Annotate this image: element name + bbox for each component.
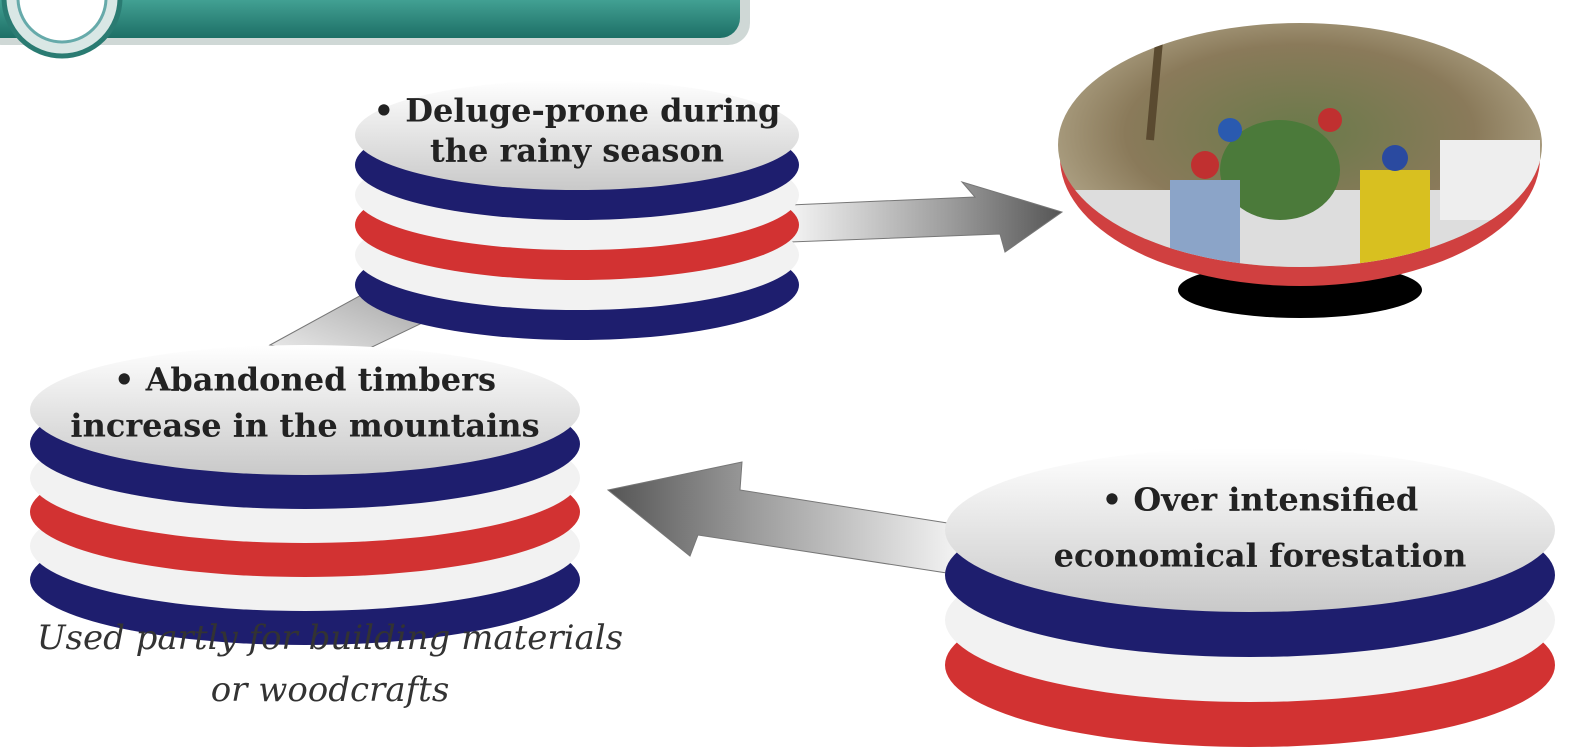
- node-label: • Abandoned timbers: [114, 361, 496, 399]
- photo: [1058, 23, 1542, 318]
- node-label: increase in the mountains: [70, 407, 539, 445]
- node-label: • Over intensified: [1102, 481, 1418, 519]
- caption: or woodcrafts: [211, 670, 450, 710]
- arrow: [608, 462, 960, 575]
- node-label: economical forestation: [1054, 537, 1467, 575]
- caption: Used partly for building materials: [37, 618, 623, 658]
- banner: [0, 0, 750, 56]
- disk-face: [945, 448, 1555, 612]
- slide: • Deluge-prone duringthe rainy season • A…: [0, 0, 1596, 755]
- node-label: the rainy season: [430, 132, 724, 170]
- arrow: [790, 182, 1062, 252]
- node-label: • Deluge-prone during: [374, 92, 781, 130]
